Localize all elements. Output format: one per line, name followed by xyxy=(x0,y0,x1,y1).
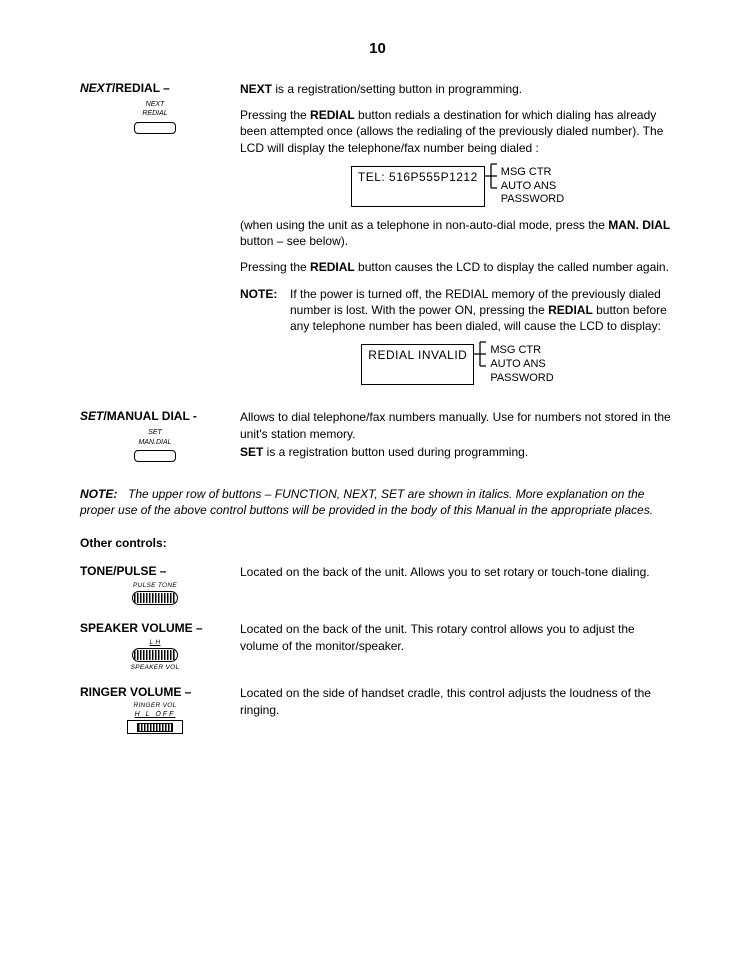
left-column: RINGER VOLUME – RINGER VOL H L OFF xyxy=(80,685,240,734)
left-column: SPEAKER VOLUME – L H SPEAKER VOL xyxy=(80,621,240,671)
left-column: SET/MANUAL DIAL - SET MAN.DIAL xyxy=(80,409,240,470)
right-column: Located on the back of the unit. Allows … xyxy=(240,564,675,607)
left-column: NEXT/REDIAL – NEXT REDIAL xyxy=(80,81,240,395)
lcd-labels: MSG CTR AUTO ANS PASSWORD xyxy=(501,166,564,207)
slider-labels: H L OFF xyxy=(80,711,230,718)
right-column: Located on the back of the unit. This ro… xyxy=(240,621,675,671)
lcd-label: MSG CTR xyxy=(501,166,564,180)
ringer-slider-icon: H L OFF xyxy=(80,711,230,734)
caption-speaker-vol: SPEAKER VOL xyxy=(80,664,230,671)
para-speaker-volume: Located on the back of the unit. This ro… xyxy=(240,621,675,653)
heading-set-manual: SET/MANUAL DIAL - xyxy=(80,409,230,423)
other-controls-heading: Other controls: xyxy=(80,536,675,550)
para-manual-dial: Allows to dial telephone/fax numbers man… xyxy=(240,409,675,441)
lcd-connector-icon xyxy=(485,166,499,207)
lcd-diagram-2: REDIAL INVALID MSG CTR AUTO ANS PASSWORD xyxy=(240,344,675,385)
para-ringer-volume: Located on the side of handset cradle, t… xyxy=(240,685,675,717)
button-label-redial: REDIAL xyxy=(80,110,230,118)
para-tone-pulse: Located on the back of the unit. Allows … xyxy=(240,564,675,580)
heading-bold: REDIAL – xyxy=(115,81,169,95)
section-tone-pulse: TONE/PULSE – PULSE TONE Located on the b… xyxy=(80,564,675,607)
section-set-manual-dial: SET/MANUAL DIAL - SET MAN.DIAL Allows to… xyxy=(80,409,675,470)
page-number: 10 xyxy=(80,40,675,57)
para-man-dial: (when using the unit as a telephone in n… xyxy=(240,217,675,249)
note-redial-memory: NOTE: If the power is turned off, the RE… xyxy=(240,286,675,335)
right-column: NEXT is a registration/setting button in… xyxy=(240,81,675,395)
lcd-label: AUTO ANS xyxy=(490,358,553,372)
lcd-connector-icon xyxy=(474,344,488,385)
global-note: NOTE:The upper row of buttons – FUNCTION… xyxy=(80,486,675,518)
para-set: SET is a registration button used during… xyxy=(240,444,675,460)
button-icon xyxy=(134,122,176,134)
lcd-label: PASSWORD xyxy=(501,193,564,207)
heading-tone-pulse: TONE/PULSE – xyxy=(80,564,230,578)
lcd-box: REDIAL INVALID xyxy=(361,344,474,385)
note-label: NOTE: xyxy=(80,486,128,502)
text: is a registration/setting button in prog… xyxy=(272,82,522,96)
heading-italic: NEXT xyxy=(80,81,112,95)
lcd-label: PASSWORD xyxy=(490,372,553,386)
caption-ringer-vol: RINGER VOL xyxy=(80,702,230,709)
right-column: Allows to dial telephone/fax numbers man… xyxy=(240,409,675,470)
lcd-label: AUTO ANS xyxy=(501,180,564,194)
note-label: NOTE: xyxy=(240,286,290,335)
right-column: Located on the side of handset cradle, t… xyxy=(240,685,675,734)
word-next: NEXT xyxy=(240,82,272,96)
section-speaker-volume: SPEAKER VOLUME – L H SPEAKER VOL Located… xyxy=(80,621,675,671)
caption-l-h: L H xyxy=(80,639,230,646)
lcd-label: MSG CTR xyxy=(490,344,553,358)
para-next: NEXT is a registration/setting button in… xyxy=(240,81,675,97)
caption-pulse-tone: PULSE TONE xyxy=(80,582,230,589)
manual-page: 10 NEXT/REDIAL – NEXT REDIAL NEXT is a r… xyxy=(0,0,735,954)
button-label-mandial: MAN.DIAL xyxy=(80,439,230,447)
para-redial-again: Pressing the REDIAL button causes the LC… xyxy=(240,259,675,275)
button-label-set: SET xyxy=(80,429,230,437)
left-column: TONE/PULSE – PULSE TONE xyxy=(80,564,240,607)
section-next-redial: NEXT/REDIAL – NEXT REDIAL NEXT is a regi… xyxy=(80,81,675,395)
note-text: The upper row of buttons – FUNCTION, NEX… xyxy=(80,487,653,517)
para-redial-press: Pressing the REDIAL button redials a des… xyxy=(240,107,675,156)
lcd-box: TEL: 516P555P1212 xyxy=(351,166,485,207)
heading-ringer-volume: RINGER VOLUME – xyxy=(80,685,230,699)
rotary-dial-icon xyxy=(132,648,178,662)
slide-switch-icon xyxy=(132,591,178,605)
button-icon xyxy=(134,450,176,462)
heading-speaker-volume: SPEAKER VOLUME – xyxy=(80,621,230,635)
lcd-diagram-1: TEL: 516P555P1212 MSG CTR AUTO ANS PASSW… xyxy=(240,166,675,207)
button-label-next: NEXT xyxy=(80,101,230,109)
lcd-labels: MSG CTR AUTO ANS PASSWORD xyxy=(490,344,553,385)
section-ringer-volume: RINGER VOLUME – RINGER VOL H L OFF Locat… xyxy=(80,685,675,734)
note-body: If the power is turned off, the REDIAL m… xyxy=(290,286,675,335)
heading-next-redial: NEXT/REDIAL – xyxy=(80,81,230,95)
